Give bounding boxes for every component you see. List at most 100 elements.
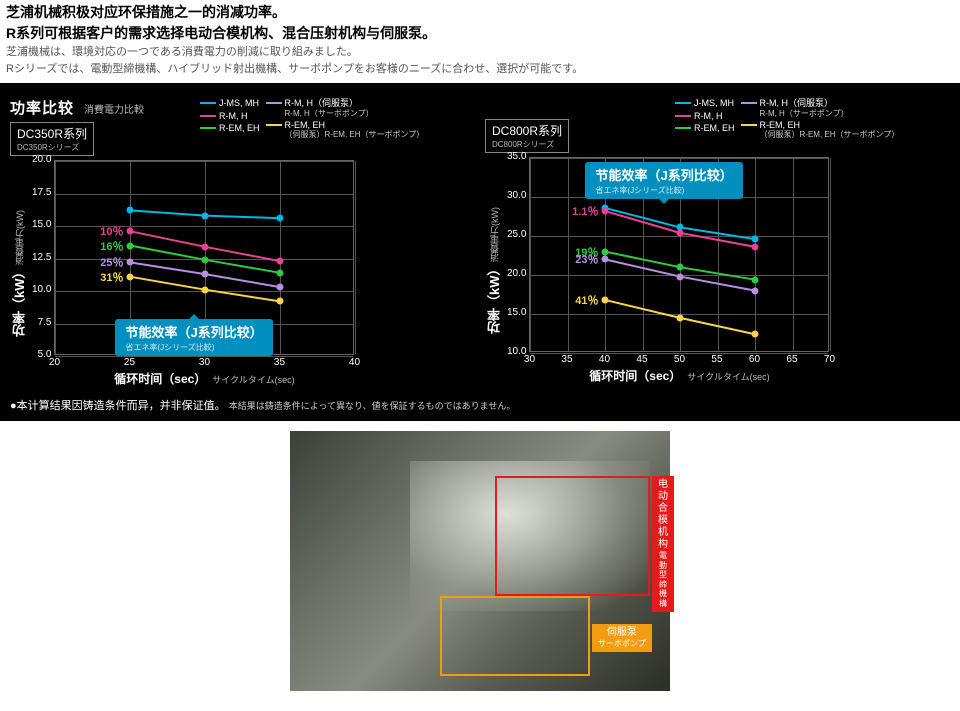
panel-title-jp: 消費電力比較 — [84, 101, 144, 116]
photo-label-electric: 电动合模机构電動型締機構 — [652, 476, 674, 612]
photo-section: 电动合模机构電動型締機構伺服泵サーボポンプ — [0, 421, 960, 711]
legend-sublabel: （伺服泵）R-EM, EH（サーボポンプ） — [285, 129, 425, 140]
x-axis-jp: サイクルタイム(sec) — [212, 373, 294, 386]
panel-title-cn: 功率比较 — [10, 97, 74, 118]
disclaimer: ●本计算结果因铸造条件而异，并非保证值。 本結果は鋳造条件によって異なり、値を保… — [10, 397, 950, 413]
legend-sublabel: R-M, H（サーボポンプ） — [285, 108, 425, 119]
legend-swatch — [200, 127, 216, 129]
photo-box-electric — [495, 476, 650, 596]
pct-label: 41％ — [575, 292, 601, 308]
legend-label: R-M, H — [219, 110, 248, 123]
disclaimer-jp: 本結果は鋳造条件によって異なり、値を保証するものではありません。 — [229, 401, 516, 411]
chart-panel-left: 功率比较消費電力比較DC350R系列DC350RシリーズJ-MS, MHR-M,… — [10, 97, 475, 387]
machine-photo: 电动合模机构電動型締機構伺服泵サーボポンプ — [290, 431, 670, 691]
plot-area: 10％16％25％31％节能效率（J系列比较）省エネ率(Jシリーズ比較) — [54, 160, 354, 355]
x-axis-cn: 循环时间（sec） — [589, 367, 681, 384]
legend-label: R-M, H — [694, 110, 723, 123]
series-marker — [677, 273, 684, 280]
series-marker — [752, 276, 759, 283]
plot-wrap: 功率（kW） 消費電力(kW)20.017.515.012.510.07.55.… — [10, 160, 475, 387]
badge-jp: 省エネ率(Jシリーズ比較) — [125, 342, 262, 353]
series-box-jp: DC350Rシリーズ — [17, 142, 87, 153]
disclaimer-cn: ●本计算结果因铸造条件而异，并非保证值。 — [10, 400, 226, 412]
legend-sublabel: R-M, H（サーボポンプ） — [760, 108, 900, 119]
header-jp-2: Rシリーズでは、電動型締機構、ハイブリッド射出機構、サーボポンプをお客様のニーズ… — [6, 61, 954, 78]
y-ticks: 20.017.515.012.510.07.55.0 — [29, 160, 54, 355]
series-marker — [202, 256, 209, 263]
header-block: 芝浦机械积极对应环保措施之一的消减功率。 R系列可根据客户的需求选择电动合模机构… — [0, 0, 960, 83]
y-axis-jp: 消費電力(kW) — [13, 210, 26, 265]
legend-item: R-EM, EH — [200, 122, 260, 135]
pct-label: 31％ — [100, 269, 126, 285]
series-marker — [752, 243, 759, 250]
legend-swatch — [266, 102, 282, 104]
photo-label-cn: 电动合模机构 — [658, 479, 668, 550]
legend-item: R-EM, EH — [675, 122, 735, 135]
y-axis-cn: 功率（kW） — [10, 265, 29, 337]
badge-cn: 节能效率（J系列比较） — [125, 325, 262, 340]
series-box-cn: DC350R系列 — [17, 125, 87, 142]
series-marker — [127, 207, 134, 214]
legend-swatch — [266, 124, 282, 126]
pct-label: 23％ — [575, 251, 601, 267]
photo-label-jp: サーボポンプ — [598, 639, 646, 649]
y-axis-label: 功率（kW） 消費電力(kW) — [485, 157, 504, 384]
legend-item: R-M, H — [675, 110, 735, 123]
photo-box-servo — [440, 596, 590, 676]
legend: J-MS, MHR-M, HR-EM, EHR-M, H（伺服泵）R-M, H（… — [675, 97, 955, 140]
y-axis-cn: 功率（kW） — [485, 262, 504, 334]
series-marker — [202, 286, 209, 293]
legend-label: R-EM, EH — [694, 122, 735, 135]
series-marker — [277, 215, 284, 222]
chart-panel-right: DC800R系列DC800RシリーズJ-MS, MHR-M, HR-EM, EH… — [485, 97, 950, 387]
legend-swatch — [741, 102, 757, 104]
series-marker — [277, 284, 284, 291]
legend-swatch — [675, 102, 691, 104]
x-ticks: 2025303540 — [54, 355, 354, 368]
chart-row: 功率比较消費電力比較DC350R系列DC350RシリーズJ-MS, MHR-M,… — [10, 97, 950, 387]
series-marker — [127, 259, 134, 266]
efficiency-badge: 节能效率（J系列比较）省エネ率(Jシリーズ比較) — [585, 162, 742, 199]
header-jp-1: 芝浦機械は、環境対応の一つである消費電力の削減に取り組みました。 — [6, 44, 954, 61]
series-marker — [277, 258, 284, 265]
series-marker — [752, 236, 759, 243]
x-axis-jp: サイクルタイム(sec) — [687, 370, 769, 383]
header-cn-1: 芝浦机械积极对应环保措施之一的消减功率。 — [6, 2, 954, 23]
y-axis-label: 功率（kW） 消費電力(kW) — [10, 160, 29, 387]
legend-item: J-MS, MH — [200, 97, 260, 110]
plot-area: 1.1％19％23％41％节能效率（J系列比较）省エネ率(Jシリーズ比較) — [529, 157, 829, 352]
series-marker — [602, 248, 609, 255]
legend: J-MS, MHR-M, HR-EM, EHR-M, H（伺服泵）R-M, H（… — [200, 97, 480, 140]
series-marker — [602, 208, 609, 215]
x-axis-cn: 循环时间（sec） — [114, 370, 206, 387]
legend-swatch — [675, 127, 691, 129]
legend-sublabel: （伺服泵）R-EM, EH（サーボポンプ） — [760, 129, 900, 140]
series-marker — [127, 242, 134, 249]
photo-label-cn: 伺服泵 — [607, 627, 637, 638]
efficiency-badge: 节能效率（J系列比较） 省エネ率(Jシリーズ比較) — [115, 319, 272, 356]
series-marker — [202, 212, 209, 219]
series-marker — [677, 264, 684, 271]
legend-item: R-M, H — [200, 110, 260, 123]
x-ticks: 303540455055606570 — [529, 352, 829, 365]
vgrid — [830, 158, 831, 351]
legend-swatch — [741, 124, 757, 126]
legend-item: J-MS, MH — [675, 97, 735, 110]
pct-label: 1.1％ — [572, 203, 601, 219]
series-marker — [277, 298, 284, 305]
legend-swatch — [200, 115, 216, 117]
header-cn-2: R系列可根据客户的需求选择电动合模机构、混合压射机构与伺服泵。 — [6, 23, 954, 44]
charts-container: 功率比较消費電力比較DC350R系列DC350RシリーズJ-MS, MHR-M,… — [0, 83, 960, 421]
series-marker — [202, 243, 209, 250]
series-marker — [602, 256, 609, 263]
series-box-jp: DC800Rシリーズ — [492, 139, 562, 150]
series-marker — [127, 228, 134, 235]
series-marker — [602, 296, 609, 303]
legend-swatch — [200, 102, 216, 104]
photo-label-servo: 伺服泵サーボポンプ — [592, 624, 652, 652]
vgrid — [355, 161, 356, 354]
legend-swatch — [675, 115, 691, 117]
series-marker — [752, 287, 759, 294]
series-marker — [127, 273, 134, 280]
series-marker — [677, 314, 684, 321]
